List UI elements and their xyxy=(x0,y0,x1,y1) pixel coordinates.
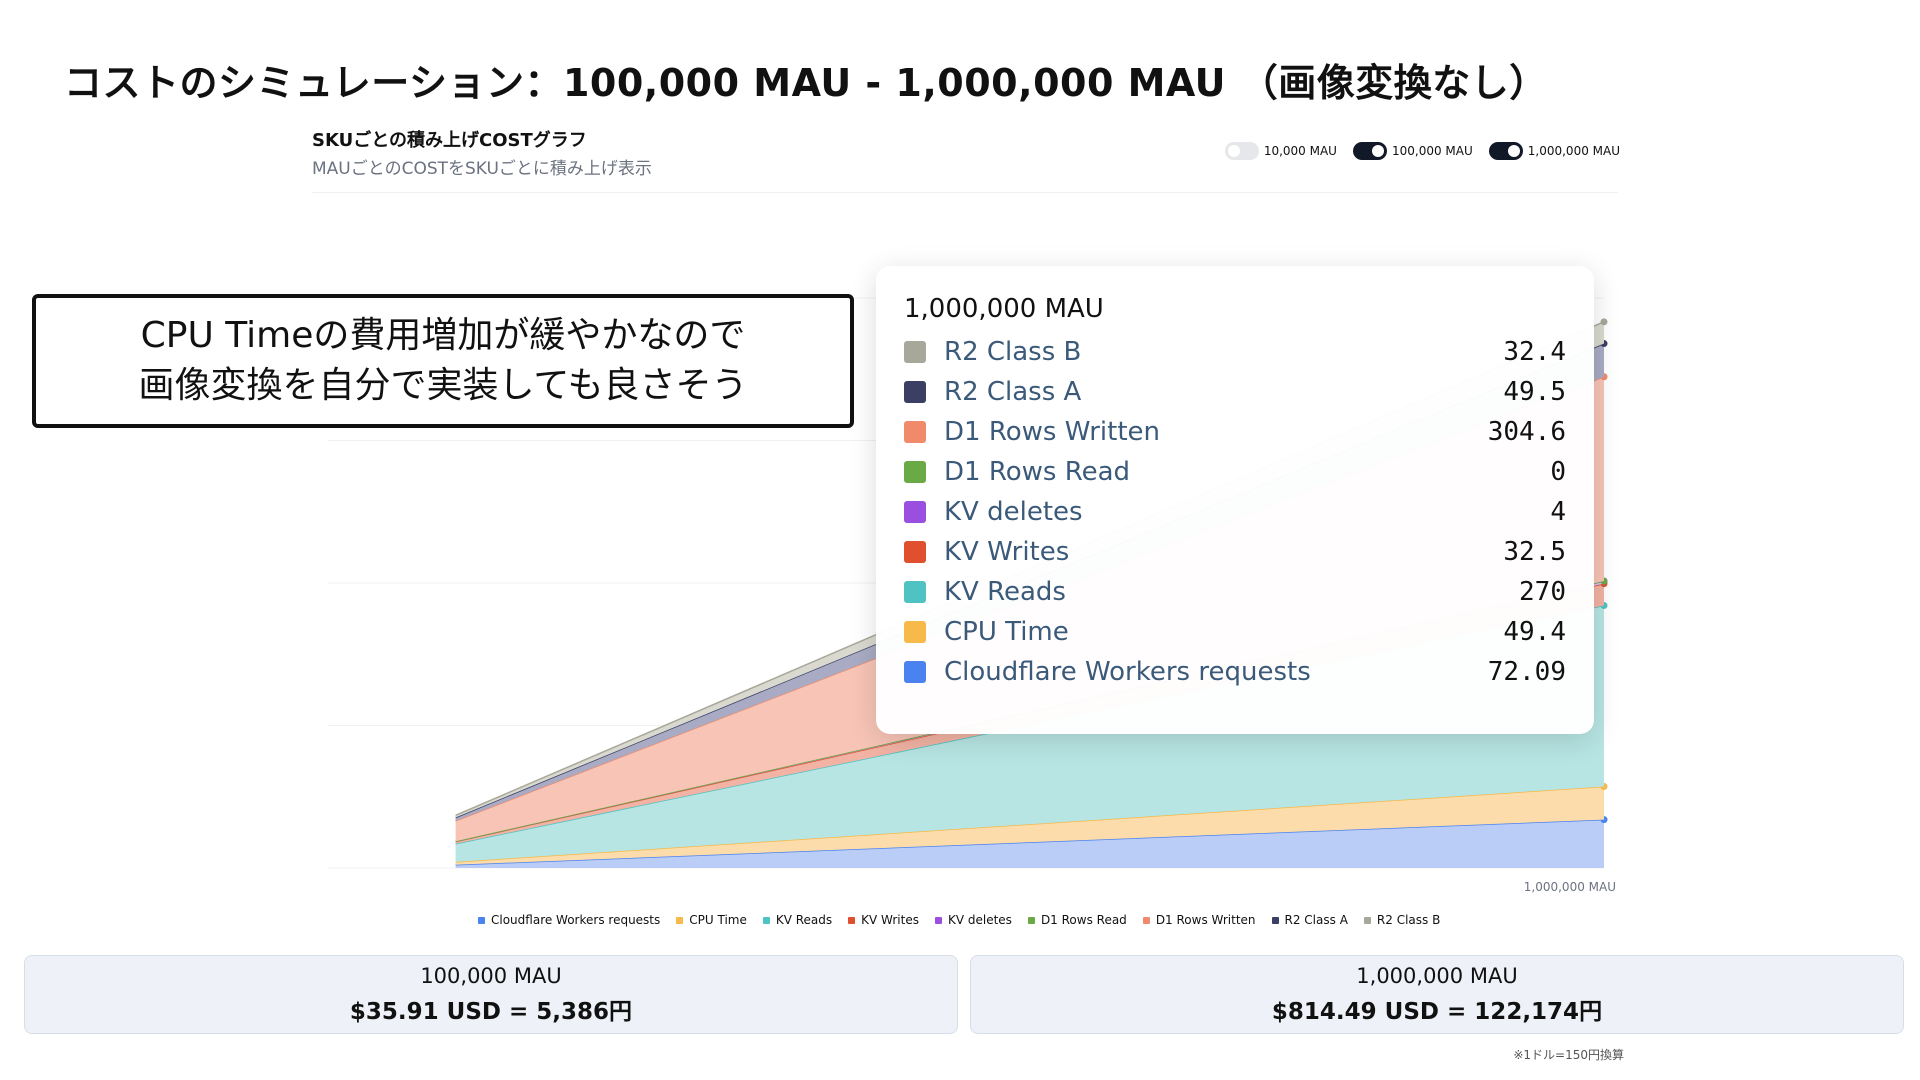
toggle-100000-mau[interactable]: 100,000 MAU xyxy=(1352,142,1473,160)
tooltip-row: Cloudflare Workers requests 72.09 xyxy=(904,652,1566,692)
tooltip-label: R2 Class A xyxy=(944,377,1082,407)
summary-card-100000: 100,000 MAU $35.91 USD = 5,386円 xyxy=(24,955,958,1034)
legend-swatch xyxy=(1027,916,1035,924)
mau-toggle-group: 10,000 MAU 100,000 MAU 1,000,000 MAU xyxy=(1224,142,1620,160)
tooltip-label: KV deletes xyxy=(944,497,1083,527)
tooltip-label: D1 Rows Written xyxy=(944,417,1161,447)
toggle-switch[interactable] xyxy=(1224,142,1259,160)
tooltip-label: D1 Rows Read xyxy=(944,457,1131,487)
legend-swatch xyxy=(478,916,485,924)
legend-label: KV deletes xyxy=(947,913,1012,927)
point-r2-class-b[interactable] xyxy=(1600,318,1608,326)
tooltip-rows: R2 Class B 32.4 R2 Class A 49.5 D1 Rows Writ… xyxy=(904,332,1566,692)
toggle-label: 100,000 MAU xyxy=(1391,144,1473,158)
tooltip-title: 1,000,000 MAU xyxy=(904,294,1104,324)
chart-title: SKUごとの積み上げCOSTグラフ xyxy=(312,130,587,151)
tooltip-label: CPU Time xyxy=(944,617,1069,647)
legend-item[interactable]: KV Writes xyxy=(848,913,919,927)
legend-label: Cloudflare Workers requests xyxy=(491,913,661,927)
tooltip-value: 270 xyxy=(1519,577,1566,607)
tooltip-value: 0 xyxy=(1550,457,1566,487)
x-tick-label: 1,000,000 MAU xyxy=(1523,880,1616,894)
toggle-1000000-mau[interactable]: 1,000,000 MAU xyxy=(1488,142,1620,160)
tooltip-row: D1 Rows Read 0 xyxy=(904,452,1566,492)
callout-line-2: 画像変換を自分で実装しても良さそう xyxy=(138,365,748,406)
legend-label: R2 Class A xyxy=(1284,913,1348,927)
legend-swatch xyxy=(762,916,770,924)
toggle-switch[interactable] xyxy=(1352,142,1387,160)
slide-title: コストのシミュレーション：100,000 MAU - 1,000,000 MAU… xyxy=(64,61,1548,105)
summary-mau: 100,000 MAU xyxy=(420,963,562,988)
chart-subtitle: MAUごとのCOSTをSKUごとに積み上げ表示 xyxy=(312,159,652,179)
chart-legend: Cloudflare Workers requests CPU Time KV Re… xyxy=(478,913,1440,927)
legend-label: KV Reads xyxy=(775,913,833,927)
summary-cost: $35.91 USD = 5,386円 xyxy=(349,998,633,1025)
legend-item[interactable]: R2 Class B xyxy=(1363,913,1441,927)
legend-item[interactable]: D1 Rows Written xyxy=(1142,913,1256,927)
toggle-knob xyxy=(1227,145,1240,157)
legend-item[interactable]: KV Reads xyxy=(762,913,833,927)
toggle-knob xyxy=(1371,145,1384,157)
legend-label: D1 Rows Written xyxy=(1155,913,1256,927)
tooltip-swatch xyxy=(904,661,926,683)
summary-card-1000000: 1,000,000 MAU $814.49 USD = 122,174円 xyxy=(970,955,1904,1034)
legend-label: KV Writes xyxy=(861,913,919,927)
exchange-rate-footnote: ※1ドル=150円換算 xyxy=(1513,1048,1624,1062)
tooltip-label: R2 Class B xyxy=(944,337,1082,367)
legend-swatch xyxy=(848,916,856,924)
tooltip-swatch xyxy=(904,341,926,363)
tooltip-swatch xyxy=(904,621,926,643)
legend-item[interactable]: KV deletes xyxy=(934,913,1012,927)
area-cloudflare-workers-requests xyxy=(455,819,1605,868)
tooltip-row: D1 Rows Written 304.6 xyxy=(904,412,1566,452)
tooltip-label: KV Writes xyxy=(944,537,1070,567)
legend-item[interactable]: CPU Time xyxy=(676,913,747,927)
header-divider xyxy=(312,192,1618,193)
legend-swatch xyxy=(1363,916,1371,924)
chart-tooltip: 1,000,000 MAU R2 Class B 32.4 R2 Class A 49… xyxy=(876,266,1594,734)
toggle-switch[interactable] xyxy=(1488,142,1523,160)
tooltip-value: 72.09 xyxy=(1487,657,1566,687)
legend-label: D1 Rows Read xyxy=(1040,913,1127,927)
summary-mau: 1,000,000 MAU xyxy=(1356,963,1518,988)
tooltip-swatch xyxy=(904,581,926,603)
toggle-label: 10,000 MAU xyxy=(1263,144,1337,158)
legend-swatch xyxy=(934,916,942,924)
legend-item[interactable]: R2 Class A xyxy=(1271,913,1348,927)
tooltip-row: KV Reads 270 xyxy=(904,572,1566,612)
toggle-knob xyxy=(1507,145,1520,157)
tooltip-swatch xyxy=(904,461,926,483)
tooltip-swatch xyxy=(904,541,926,563)
tooltip-row: KV Writes 32.5 xyxy=(904,532,1566,572)
toggle-10000-mau[interactable]: 10,000 MAU xyxy=(1224,142,1337,160)
legend-swatch xyxy=(1271,916,1279,924)
legend-label: R2 Class B xyxy=(1376,913,1441,927)
tooltip-value: 4 xyxy=(1550,497,1566,527)
tooltip-row: CPU Time 49.4 xyxy=(904,612,1566,652)
callout-line-1: CPU Timeの費用増加が緩やかなので xyxy=(140,315,746,356)
tooltip-row: KV deletes 4 xyxy=(904,492,1566,532)
tooltip-swatch xyxy=(904,421,926,443)
tooltip-swatch xyxy=(904,501,926,523)
tooltip-label: Cloudflare Workers requests xyxy=(944,657,1311,687)
legend-item[interactable]: D1 Rows Read xyxy=(1027,913,1127,927)
summary-cost: $814.49 USD = 122,174円 xyxy=(1271,998,1603,1025)
tooltip-swatch xyxy=(904,381,926,403)
tooltip-value: 49.4 xyxy=(1503,617,1566,647)
tooltip-value: 32.4 xyxy=(1503,337,1566,367)
tooltip-value: 304.6 xyxy=(1487,417,1566,447)
tooltip-value: 32.5 xyxy=(1503,537,1566,567)
tooltip-label: KV Reads xyxy=(944,577,1066,607)
callout-box: CPU Timeの費用増加が緩やかなので 画像変換を自分で実装しても良さそう xyxy=(32,294,854,428)
legend-label: CPU Time xyxy=(689,913,747,927)
legend-swatch xyxy=(676,916,684,924)
legend-swatch xyxy=(1142,916,1150,924)
toggle-label: 1,000,000 MAU xyxy=(1527,144,1620,158)
legend-item[interactable]: Cloudflare Workers requests xyxy=(478,913,660,927)
tooltip-row: R2 Class B 32.4 xyxy=(904,332,1566,372)
tooltip-row: R2 Class A 49.5 xyxy=(904,372,1566,412)
tooltip-value: 49.5 xyxy=(1503,377,1566,407)
